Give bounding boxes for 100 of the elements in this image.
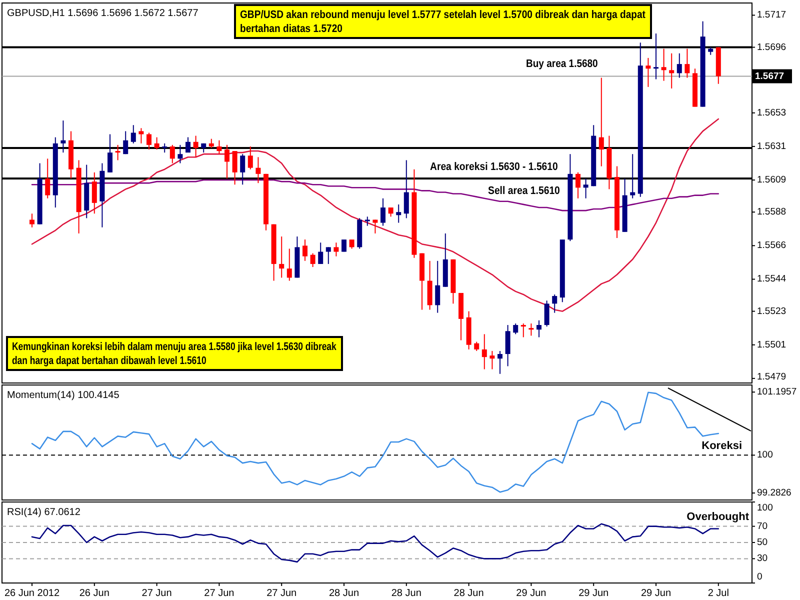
candlestick	[45, 158, 50, 199]
candlestick	[505, 324, 510, 367]
candlestick	[208, 138, 214, 148]
annotation: Koreksi	[702, 440, 742, 452]
candlestick	[240, 154, 246, 186]
candlestick	[684, 48, 690, 78]
candlestick	[536, 320, 542, 338]
candlestick	[646, 57, 651, 88]
annotation: Kemungkinan koreksi lebih dalam menuju area 1.5580 jika level 1.5630 dibreak dan harga dapat bertahan dibawah level 1.5610	[12, 341, 337, 368]
candlestick	[576, 172, 580, 199]
candlestick	[544, 300, 550, 328]
candlestick	[349, 239, 354, 250]
x-tick-label: 29 Jun	[640, 588, 672, 599]
candlestick	[372, 219, 378, 234]
candlestick	[60, 120, 66, 154]
candlestick	[513, 322, 518, 335]
annotation: GBP/USD akan rebound menuju level 1.5777 setelah level 1.5700 dibreak dan harga dapat bertahan diatas 1.5720	[240, 9, 646, 36]
candlestick	[583, 178, 588, 199]
candlestick	[216, 140, 222, 155]
line-series	[31, 179, 720, 212]
candlestick	[326, 246, 331, 264]
candlestick	[404, 160, 409, 219]
candlestick	[224, 144, 230, 179]
y-tick-label: 1.5544	[757, 274, 786, 285]
candlestick	[669, 52, 674, 89]
ref-line-label: 1.5677	[755, 70, 784, 82]
candlestick	[676, 52, 682, 78]
candlestick	[474, 341, 480, 352]
x-tick-label: 29 Jun	[516, 588, 546, 599]
y-tick-label: 100	[757, 502, 773, 514]
candlestick	[130, 124, 136, 144]
candlestick	[364, 216, 370, 226]
annotation: Area koreksi 1.5630 - 1.5610	[430, 161, 558, 174]
candlestick	[388, 207, 394, 218]
candlestick	[178, 144, 183, 164]
y-tick-label: 1.5479	[757, 372, 786, 383]
y-tick-label: 100	[757, 450, 773, 461]
candlestick	[138, 128, 144, 144]
candlestick	[310, 252, 316, 268]
candlestick	[528, 322, 534, 336]
y-tick-label: 1.5588	[757, 206, 786, 218]
text: Momentum(14) 100.4145	[7, 390, 120, 401]
candlestick	[162, 142, 168, 154]
y-tick-label: 1.5696	[757, 42, 786, 53]
y-tick-label: 30	[757, 553, 768, 564]
y-tick-label: 1.5523	[757, 306, 786, 317]
candlestick	[146, 132, 152, 150]
candlestick	[193, 135, 198, 158]
candlestick	[30, 213, 34, 228]
x-tick-label: 27 Jun	[142, 588, 172, 599]
y-tick-label: 1.5717	[757, 10, 786, 21]
candlestick	[598, 77, 604, 167]
candlestick	[520, 322, 526, 338]
candlestick	[108, 134, 112, 173]
candlestick	[334, 242, 339, 257]
candlestick	[186, 136, 190, 154]
candlestick	[232, 150, 238, 186]
candlestick	[92, 172, 97, 214]
x-tick-label: 28 Jun	[454, 588, 484, 599]
x-tick-label: 28 Jun	[328, 588, 360, 599]
candlestick	[286, 248, 292, 282]
y-tick-label: 50	[757, 537, 768, 548]
candlestick	[279, 236, 284, 278]
x-tick-label: 2 Jul	[708, 588, 729, 599]
candlestick	[123, 130, 128, 155]
candlestick	[498, 350, 502, 374]
x-tick-label: 26 Jun 2012	[4, 588, 60, 599]
candlestick	[435, 260, 440, 314]
y-tick-label: 0	[757, 572, 762, 583]
candlestick	[170, 144, 175, 164]
candlestick	[154, 136, 160, 150]
y-tick-label: 1.5501	[757, 339, 786, 350]
x-tick-label: 26 Jun	[79, 588, 110, 599]
candlestick	[654, 33, 658, 80]
x-tick-label: 29 Jun	[578, 588, 609, 599]
candlestick	[380, 198, 386, 226]
y-tick-label: 70	[757, 520, 768, 532]
annotation: Sell area 1.5610	[488, 186, 560, 198]
text: GBPUSD,H1 1.5696 1.5696 1.5672 1.5677	[7, 8, 199, 19]
y-tick-label: 1.5653	[757, 107, 786, 118]
x-tick-label: 27 Jun	[204, 588, 234, 599]
candlestick	[115, 144, 120, 161]
annotation: Overbought	[686, 511, 750, 523]
candlestick	[490, 350, 495, 370]
y-tick-label: 101.1957	[757, 386, 797, 398]
candlestick	[482, 334, 487, 370]
candlestick	[661, 48, 666, 82]
candlestick	[256, 156, 261, 184]
candlestick	[552, 294, 558, 314]
y-tick-label: 99.2826	[757, 488, 792, 499]
y-tick-label: 1.5631	[757, 140, 786, 152]
x-tick-label: 27 Jun	[266, 588, 297, 599]
text: RSI(14) 67.0612	[7, 507, 81, 518]
y-tick-label: 1.5566	[757, 240, 786, 252]
candlestick	[318, 242, 324, 264]
x-tick-label: 28 Jun	[391, 588, 422, 599]
candlestick	[302, 239, 308, 262]
candlestick	[396, 204, 402, 224]
annotation: Buy area 1.5680	[526, 58, 598, 70]
candlestick	[630, 154, 636, 199]
